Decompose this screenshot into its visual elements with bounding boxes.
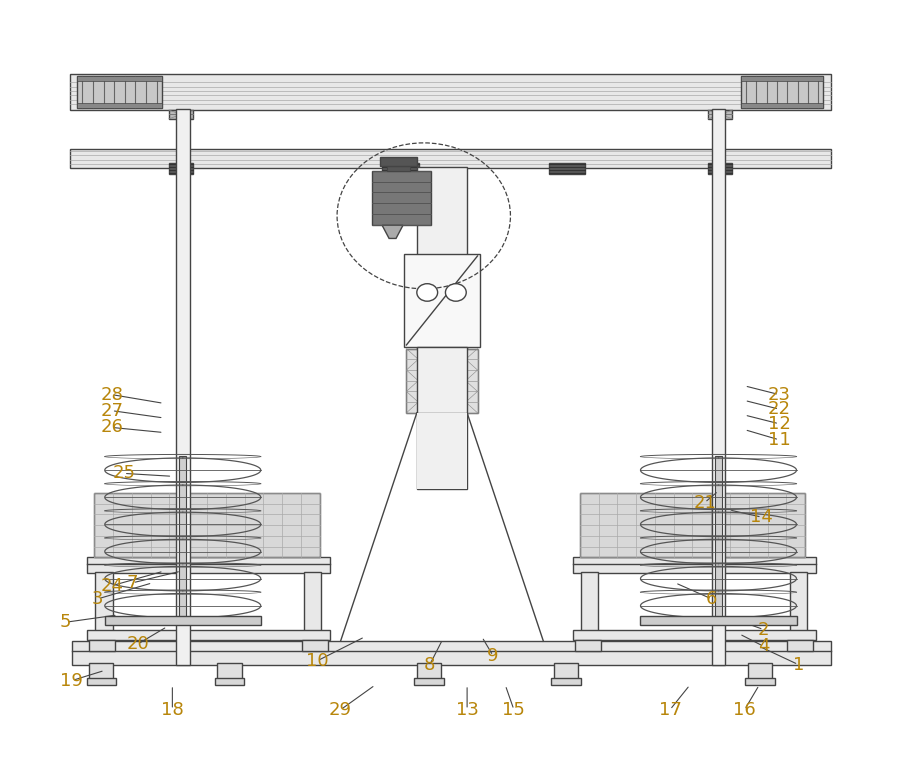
Text: 3: 3 bbox=[92, 590, 104, 608]
Text: 27: 27 bbox=[100, 401, 123, 420]
Bar bbox=[747, 663, 771, 679]
Text: 28: 28 bbox=[100, 385, 123, 404]
Text: 10: 10 bbox=[306, 652, 328, 670]
Bar bbox=[215, 678, 244, 685]
Text: 24: 24 bbox=[100, 577, 123, 595]
Bar bbox=[70, 74, 830, 110]
Bar bbox=[417, 167, 466, 489]
Polygon shape bbox=[382, 225, 402, 239]
Text: 2: 2 bbox=[757, 620, 769, 638]
Bar bbox=[380, 157, 417, 166]
Text: 16: 16 bbox=[732, 701, 755, 719]
Text: 19: 19 bbox=[60, 672, 83, 689]
Bar bbox=[741, 77, 823, 81]
Bar bbox=[548, 163, 584, 174]
Bar bbox=[714, 456, 722, 622]
Bar bbox=[87, 678, 115, 685]
Bar bbox=[553, 663, 577, 679]
Bar bbox=[72, 641, 830, 664]
Bar bbox=[77, 77, 161, 81]
Text: 5: 5 bbox=[60, 613, 71, 632]
Text: 23: 23 bbox=[767, 385, 790, 404]
Bar bbox=[417, 663, 440, 679]
Bar bbox=[574, 640, 600, 651]
Text: 15: 15 bbox=[502, 701, 525, 719]
Bar bbox=[744, 678, 774, 685]
Text: 21: 21 bbox=[693, 493, 715, 511]
Text: 29: 29 bbox=[328, 701, 352, 719]
Bar bbox=[414, 678, 443, 685]
Bar bbox=[382, 163, 419, 174]
Bar bbox=[105, 616, 261, 625]
Circle shape bbox=[417, 283, 437, 301]
Text: 12: 12 bbox=[767, 415, 790, 432]
Bar bbox=[169, 110, 193, 119]
Circle shape bbox=[445, 283, 465, 301]
Text: 20: 20 bbox=[126, 635, 149, 653]
Bar bbox=[579, 493, 805, 557]
Bar bbox=[95, 572, 113, 632]
Text: 11: 11 bbox=[767, 431, 789, 449]
Text: 22: 22 bbox=[767, 401, 790, 418]
Bar bbox=[304, 572, 321, 632]
Text: 6: 6 bbox=[705, 590, 716, 608]
Bar bbox=[301, 640, 327, 651]
Bar bbox=[387, 166, 410, 170]
Bar bbox=[403, 254, 480, 347]
Bar bbox=[711, 109, 724, 664]
Bar bbox=[89, 663, 114, 679]
Bar bbox=[788, 572, 806, 632]
Bar bbox=[176, 109, 189, 664]
Bar bbox=[741, 77, 823, 108]
Bar bbox=[406, 349, 477, 413]
Bar bbox=[217, 663, 242, 679]
Bar bbox=[169, 163, 193, 174]
Bar bbox=[741, 103, 823, 108]
Bar bbox=[417, 347, 466, 413]
Bar bbox=[707, 163, 732, 174]
Bar bbox=[572, 630, 815, 641]
Bar bbox=[77, 77, 161, 108]
Bar bbox=[580, 572, 597, 632]
Text: 14: 14 bbox=[750, 508, 772, 526]
Bar bbox=[77, 103, 161, 108]
Text: 17: 17 bbox=[658, 701, 681, 719]
Text: 8: 8 bbox=[424, 656, 435, 673]
Text: 7: 7 bbox=[126, 574, 138, 592]
Bar bbox=[707, 110, 732, 119]
Text: 25: 25 bbox=[112, 464, 135, 483]
Bar bbox=[550, 678, 580, 685]
Text: 18: 18 bbox=[161, 701, 183, 719]
Bar bbox=[87, 630, 330, 641]
Text: 26: 26 bbox=[100, 419, 123, 436]
Bar bbox=[640, 616, 796, 625]
Bar bbox=[417, 413, 466, 489]
Text: 4: 4 bbox=[757, 638, 769, 655]
Bar bbox=[89, 640, 115, 651]
Bar bbox=[372, 170, 430, 225]
Text: 9: 9 bbox=[487, 647, 498, 665]
Bar bbox=[787, 640, 812, 651]
Text: 1: 1 bbox=[792, 656, 803, 673]
Bar bbox=[70, 150, 830, 169]
Bar bbox=[179, 456, 186, 622]
Bar bbox=[87, 557, 330, 573]
Bar bbox=[572, 557, 815, 573]
Bar bbox=[94, 493, 319, 557]
Text: 13: 13 bbox=[456, 701, 478, 719]
